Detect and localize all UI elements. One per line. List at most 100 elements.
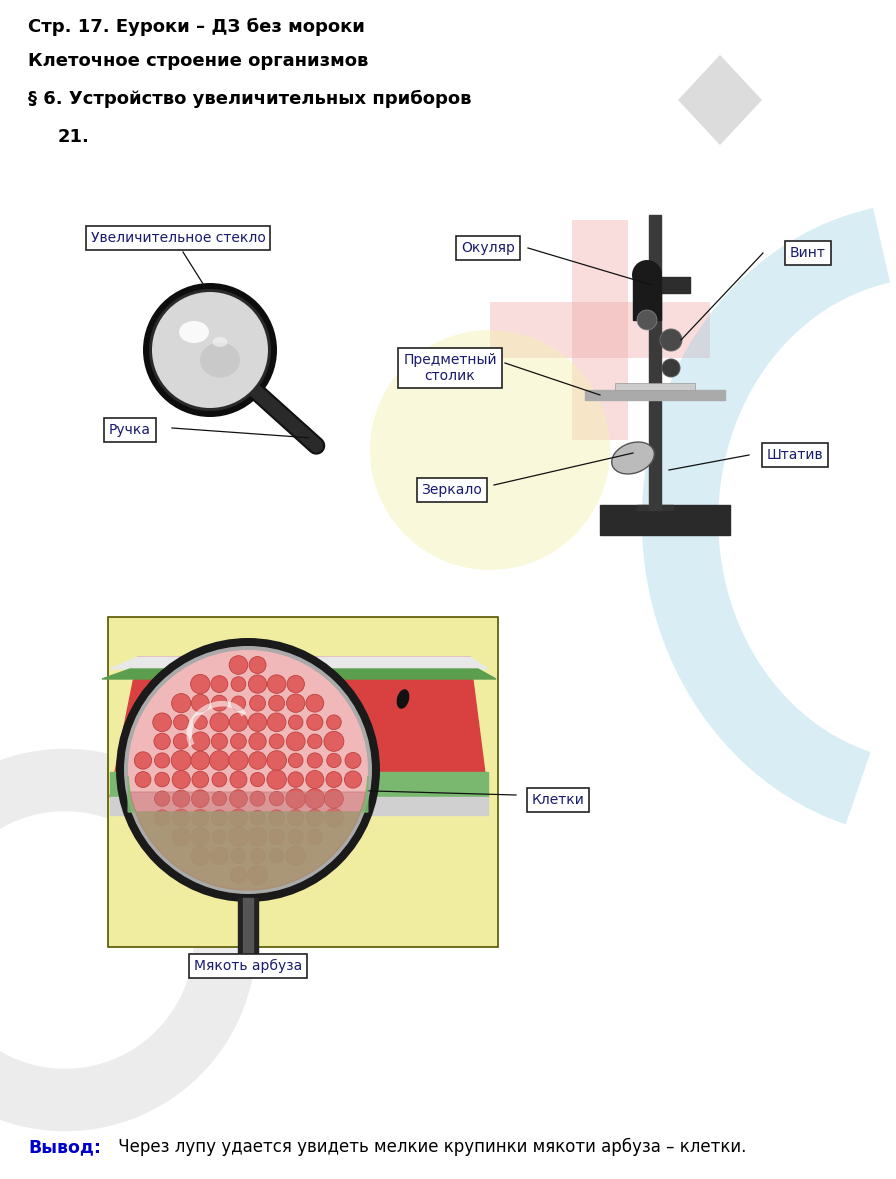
Circle shape — [267, 713, 286, 732]
Circle shape — [270, 791, 284, 805]
Polygon shape — [649, 277, 690, 294]
Circle shape — [211, 676, 228, 692]
Circle shape — [306, 771, 323, 789]
Polygon shape — [678, 55, 762, 145]
Circle shape — [191, 751, 210, 770]
Circle shape — [324, 731, 344, 751]
Circle shape — [306, 694, 323, 712]
Circle shape — [250, 696, 265, 711]
Circle shape — [267, 751, 287, 770]
Circle shape — [210, 751, 229, 770]
Circle shape — [287, 676, 305, 693]
Circle shape — [632, 261, 662, 290]
Circle shape — [267, 674, 286, 693]
Text: Винт: Винт — [790, 246, 826, 261]
Text: Зеркало: Зеркало — [421, 483, 482, 498]
Circle shape — [210, 713, 228, 732]
Circle shape — [155, 772, 169, 786]
Circle shape — [229, 809, 247, 826]
Circle shape — [306, 809, 323, 826]
Bar — [572, 220, 628, 440]
Circle shape — [191, 847, 210, 865]
Polygon shape — [110, 797, 488, 815]
Circle shape — [135, 771, 151, 788]
Circle shape — [286, 789, 306, 809]
Text: Ручка: Ручка — [109, 423, 151, 437]
Circle shape — [248, 828, 267, 847]
Text: Окуляр: Окуляр — [461, 241, 515, 255]
Polygon shape — [633, 277, 661, 320]
Ellipse shape — [277, 676, 289, 694]
Polygon shape — [128, 776, 368, 890]
Polygon shape — [102, 668, 496, 679]
Circle shape — [305, 789, 324, 809]
Circle shape — [212, 791, 227, 805]
Ellipse shape — [662, 358, 680, 377]
Ellipse shape — [179, 321, 209, 343]
Circle shape — [230, 771, 247, 788]
Polygon shape — [238, 898, 258, 963]
Circle shape — [230, 733, 246, 749]
Bar — [108, 617, 498, 947]
Ellipse shape — [200, 343, 240, 377]
Circle shape — [289, 753, 303, 768]
Polygon shape — [131, 792, 366, 890]
Text: Стр. 17. Еуроки – ДЗ без мороки: Стр. 17. Еуроки – ДЗ без мороки — [28, 18, 365, 37]
Circle shape — [345, 752, 361, 769]
Ellipse shape — [612, 442, 654, 474]
Text: Увеличительное стекло: Увеличительное стекло — [90, 231, 265, 245]
Circle shape — [212, 772, 227, 786]
Circle shape — [250, 849, 265, 863]
Circle shape — [172, 771, 190, 789]
Circle shape — [327, 753, 341, 768]
Circle shape — [288, 810, 304, 825]
Circle shape — [211, 810, 228, 825]
Circle shape — [307, 753, 323, 768]
Circle shape — [191, 674, 210, 693]
Circle shape — [306, 714, 323, 730]
Circle shape — [324, 789, 343, 808]
Circle shape — [370, 330, 610, 569]
Bar — [490, 302, 710, 358]
Ellipse shape — [397, 690, 409, 709]
Circle shape — [116, 638, 380, 902]
Polygon shape — [637, 505, 673, 511]
Circle shape — [287, 732, 306, 751]
Circle shape — [231, 849, 246, 863]
Text: § 6. Устройство увеличительных приборов: § 6. Устройство увеличительных приборов — [28, 90, 471, 108]
Ellipse shape — [212, 337, 228, 347]
Circle shape — [229, 790, 247, 808]
Circle shape — [247, 865, 267, 885]
Circle shape — [134, 752, 151, 769]
Circle shape — [192, 790, 209, 808]
Text: Клеточное строение организмов: Клеточное строение организмов — [28, 52, 368, 70]
Circle shape — [192, 771, 209, 788]
Text: 21.: 21. — [58, 129, 90, 146]
Circle shape — [324, 809, 343, 828]
Circle shape — [229, 656, 248, 674]
Polygon shape — [243, 898, 253, 959]
Polygon shape — [110, 657, 488, 668]
Circle shape — [286, 847, 306, 865]
Circle shape — [152, 292, 268, 408]
Polygon shape — [649, 215, 661, 511]
Circle shape — [191, 732, 210, 751]
Circle shape — [249, 752, 266, 769]
Circle shape — [173, 809, 190, 826]
Circle shape — [228, 826, 248, 847]
Circle shape — [307, 735, 322, 749]
Circle shape — [211, 696, 228, 711]
Circle shape — [251, 772, 264, 786]
Circle shape — [212, 830, 227, 844]
Circle shape — [267, 770, 287, 789]
Circle shape — [173, 733, 189, 749]
Circle shape — [174, 714, 189, 730]
Polygon shape — [110, 657, 488, 797]
Circle shape — [270, 849, 284, 863]
Circle shape — [248, 674, 267, 693]
Circle shape — [149, 289, 271, 411]
Circle shape — [173, 790, 190, 808]
Circle shape — [249, 657, 266, 673]
Polygon shape — [585, 390, 725, 400]
Text: Мякоть арбуза: Мякоть арбуза — [194, 959, 302, 973]
